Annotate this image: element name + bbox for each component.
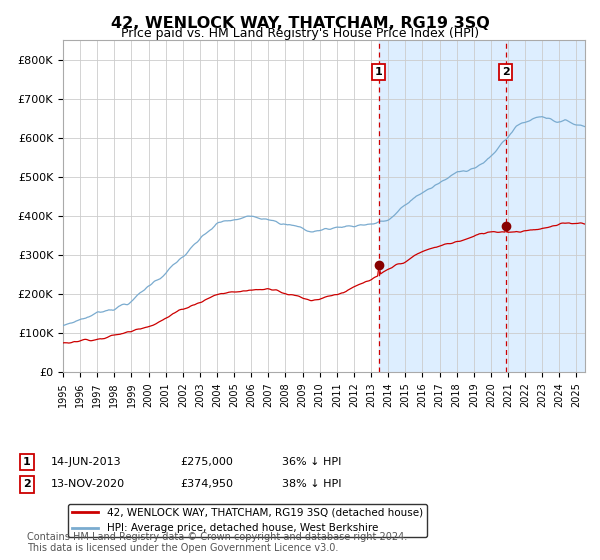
Text: 13-NOV-2020: 13-NOV-2020 xyxy=(51,479,125,489)
Text: 36% ↓ HPI: 36% ↓ HPI xyxy=(282,457,341,467)
Text: 2: 2 xyxy=(23,479,31,489)
Text: 38% ↓ HPI: 38% ↓ HPI xyxy=(282,479,341,489)
Text: £275,000: £275,000 xyxy=(180,457,233,467)
Text: Contains HM Land Registry data © Crown copyright and database right 2024.
This d: Contains HM Land Registry data © Crown c… xyxy=(27,531,407,553)
Text: 2: 2 xyxy=(502,67,509,77)
Text: £374,950: £374,950 xyxy=(180,479,233,489)
Text: 42, WENLOCK WAY, THATCHAM, RG19 3SQ: 42, WENLOCK WAY, THATCHAM, RG19 3SQ xyxy=(110,16,490,31)
Text: 1: 1 xyxy=(375,67,383,77)
Text: Price paid vs. HM Land Registry's House Price Index (HPI): Price paid vs. HM Land Registry's House … xyxy=(121,27,479,40)
Legend: 42, WENLOCK WAY, THATCHAM, RG19 3SQ (detached house), HPI: Average price, detach: 42, WENLOCK WAY, THATCHAM, RG19 3SQ (det… xyxy=(68,504,427,538)
Text: 1: 1 xyxy=(23,457,31,467)
Bar xyxy=(379,40,585,372)
Text: 14-JUN-2013: 14-JUN-2013 xyxy=(51,457,122,467)
